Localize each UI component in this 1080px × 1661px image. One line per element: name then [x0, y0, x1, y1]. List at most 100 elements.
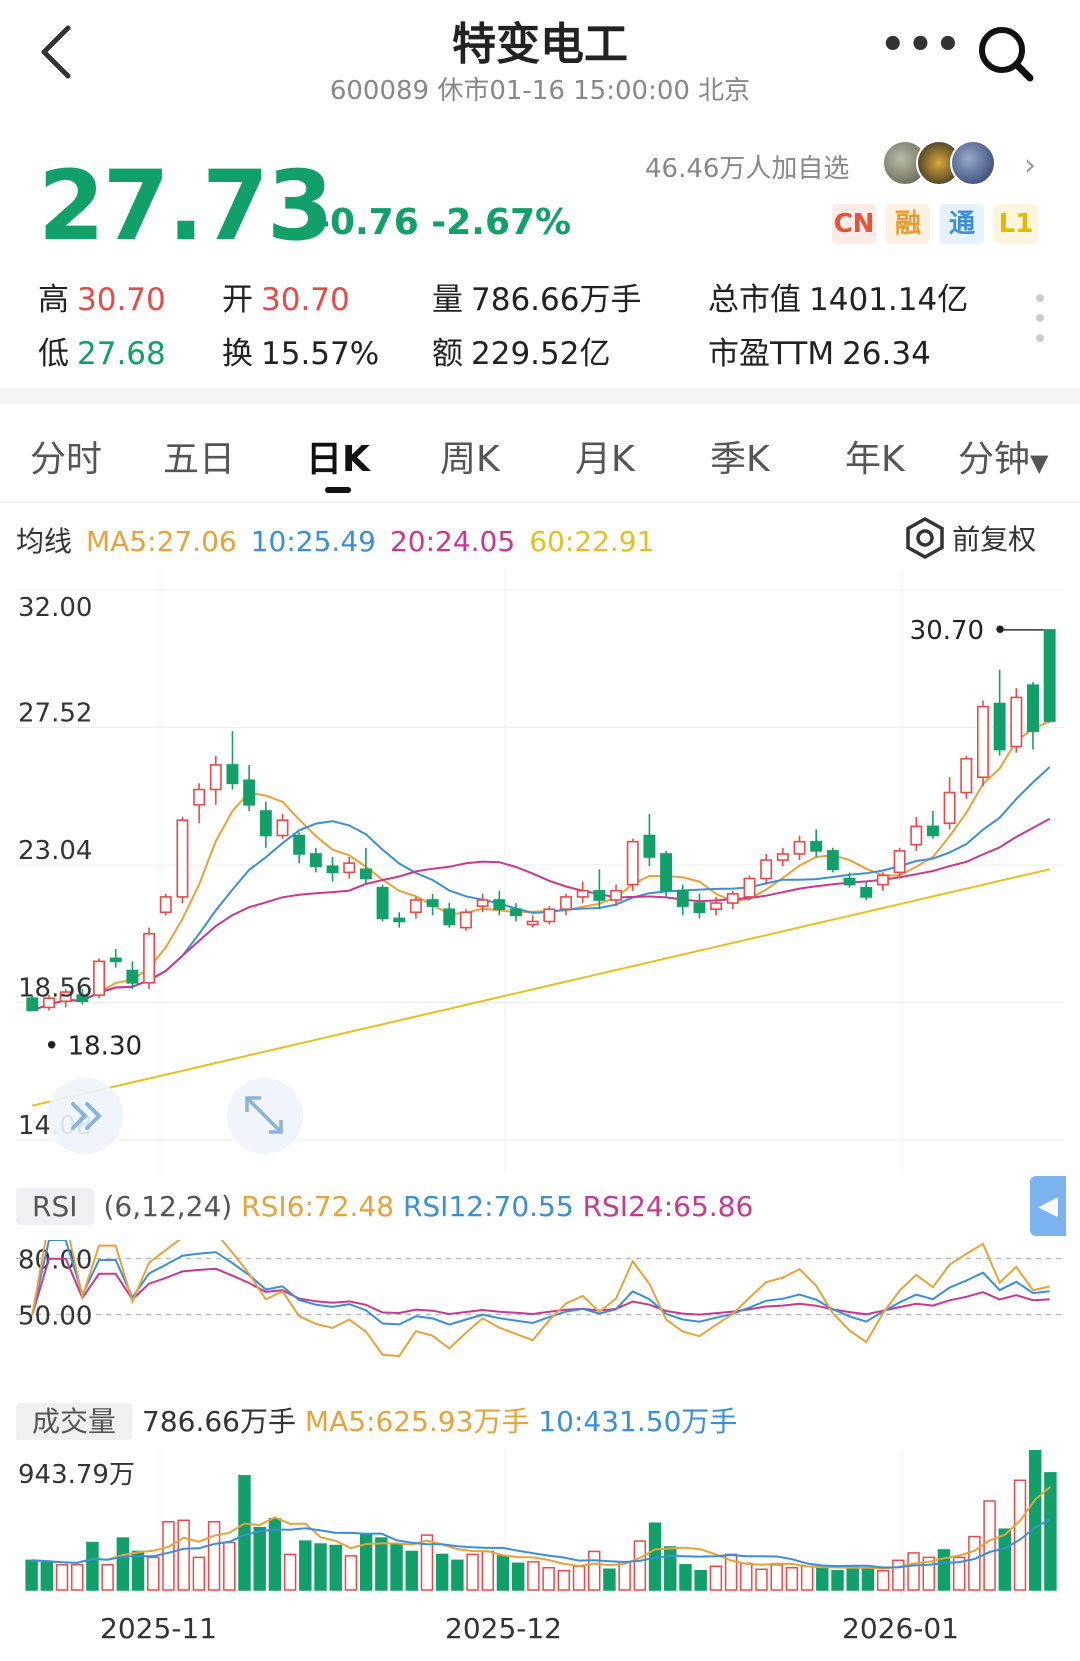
rsi24-value: RSI24:65.86 [582, 1190, 754, 1223]
stat-pe-ttm: 市盈TTM 26.34 [708, 336, 931, 372]
collapse-panel-icon[interactable]: ◀ [1030, 1176, 1066, 1236]
candle-body [126, 969, 139, 984]
tag-connect[interactable]: 通 [940, 204, 984, 244]
volume-bar [299, 1540, 312, 1591]
date-label: 2026-01 [842, 1612, 959, 1645]
volume-bar [694, 1569, 707, 1591]
tag-level1[interactable]: L1 [994, 204, 1038, 244]
rsi-params: (6,12,24) [103, 1190, 233, 1223]
candle-body [660, 853, 673, 892]
tab-quarterly-k[interactable]: 季K [710, 439, 770, 480]
candle-body [943, 791, 956, 825]
tab-five-day[interactable]: 五日 [163, 439, 236, 480]
stat-amount: 额 229.52亿 [432, 336, 611, 372]
tab-yearly-k[interactable]: 年K [845, 439, 905, 480]
candle-body [743, 877, 756, 898]
rsi12-line [31, 1240, 1050, 1326]
candle-body [610, 889, 623, 901]
tab-intraday[interactable]: 分时 [30, 439, 103, 480]
ma60-line [32, 868, 1050, 1107]
back-arrow-icon[interactable] [30, 22, 80, 82]
tab-minute[interactable]: 分钟▼ [958, 430, 1048, 482]
candle-body [576, 889, 589, 898]
expand-stats-icon[interactable] [1035, 292, 1045, 344]
current-price: 27.73 [38, 150, 334, 262]
rsi-tick-label: 50.00 [18, 1302, 92, 1332]
candle-body [626, 840, 639, 886]
volume-ma10: 10:431.50万手 [538, 1405, 738, 1438]
watcher-avatars[interactable] [882, 140, 1012, 188]
candle-body [393, 917, 406, 923]
search-icon[interactable] [972, 20, 1042, 90]
volume-bar [557, 1569, 571, 1591]
volume-bar [542, 1567, 555, 1591]
candle-body [510, 908, 522, 917]
volume-bar [481, 1550, 495, 1591]
volume-bar [998, 1528, 1012, 1591]
volume-bar [527, 1561, 540, 1591]
volume-bar [55, 1564, 69, 1591]
volume-bar [709, 1565, 723, 1591]
candle-body [810, 840, 823, 852]
chart-scroll-latest-button[interactable] [45, 1076, 125, 1156]
chart-fullscreen-button[interactable] [225, 1076, 305, 1156]
rsi-legend: RSI (6,12,24) RSI6:72.48 RSI12:70.55 RSI2… [16, 1188, 754, 1225]
tag-cn[interactable]: CN [832, 204, 876, 244]
volume-bar [451, 1559, 464, 1591]
candle-body [259, 810, 272, 837]
volume-bar [664, 1546, 677, 1591]
volume-bar [603, 1568, 616, 1591]
volume-bar [86, 1541, 99, 1591]
watchlist-count[interactable]: 46.46万人加自选 [645, 154, 850, 184]
more-options-icon[interactable]: ••• [880, 22, 963, 68]
active-tab-indicator [325, 487, 351, 493]
ma10-line [31, 766, 1051, 1012]
volume-bar [892, 1559, 905, 1591]
stock-name-title: 特变电工 [452, 19, 628, 70]
candle-body [693, 902, 706, 914]
candle-body [776, 853, 789, 861]
stock-code-status: 600089 休市01-16 15:00:00 北京 [329, 76, 751, 106]
volume-bar [1028, 1450, 1042, 1591]
rsi24-line [31, 1257, 1050, 1316]
volume-indicator-selector[interactable]: 成交量 [16, 1403, 133, 1440]
volume-bar [359, 1532, 373, 1591]
candle-body [26, 997, 39, 1012]
candle-body [910, 825, 923, 846]
volume-ma5: MA5:625.93万手 [304, 1405, 530, 1438]
volume-bar [420, 1534, 434, 1591]
volume-bar [329, 1544, 342, 1591]
volume-bar [800, 1565, 814, 1591]
tag-margin[interactable]: 融 [886, 204, 930, 244]
candle-body [276, 819, 289, 837]
candle-body [926, 825, 939, 837]
candle-body [760, 859, 773, 880]
volume-bar [861, 1567, 875, 1591]
volume-bar [937, 1549, 951, 1591]
tab-monthly-k[interactable]: 月K [575, 439, 635, 480]
volume-bar [435, 1553, 449, 1591]
candle-body [359, 868, 372, 880]
date-label: 2025-12 [445, 1612, 562, 1645]
volume-chart[interactable] [0, 1450, 1080, 1600]
volume-ma10-line [31, 1517, 1051, 1569]
candle-body [860, 886, 873, 898]
avatar [950, 140, 996, 186]
rsi-indicator-selector[interactable]: RSI [16, 1188, 94, 1225]
volume-bar [25, 1559, 38, 1591]
rsi-chart[interactable]: 80.00 50.00 [0, 1240, 1080, 1390]
candle-body [793, 840, 806, 855]
volume-legend: 成交量 786.66万手 MA5:625.93万手 10:431.50万手 [16, 1400, 737, 1440]
tab-weekly-k[interactable]: 周K [440, 439, 500, 480]
volume-bar [466, 1553, 479, 1591]
tab-daily-k[interactable]: 日K [306, 439, 370, 480]
volume-bar [116, 1537, 130, 1591]
chevron-right-icon[interactable]: › [1024, 148, 1036, 183]
ma-legend: 均线 MA5:27.06 10:25.49 20:24.05 60:22.91 [16, 520, 668, 560]
volume-max-label: 943.79万 [18, 1460, 135, 1490]
volume-bar [1044, 1472, 1057, 1591]
date-label: 2025-11 [100, 1612, 217, 1645]
adjust-setting[interactable]: 前复权 [903, 516, 1036, 560]
rsi-tick-label: 80.00 [18, 1246, 92, 1276]
